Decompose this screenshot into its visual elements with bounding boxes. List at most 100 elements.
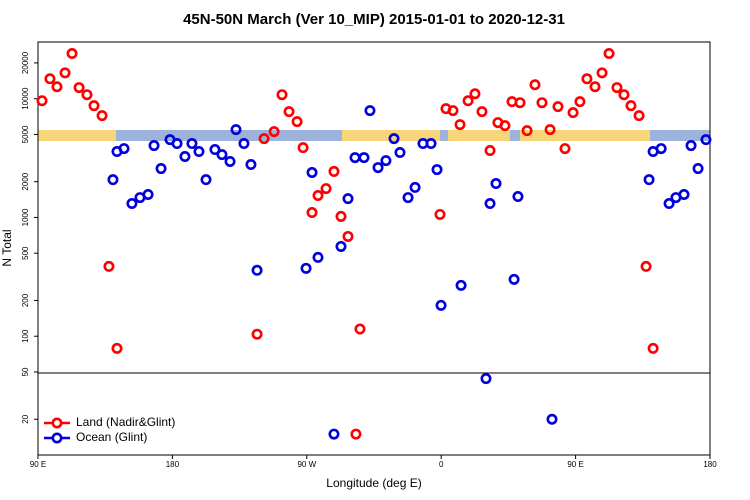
point (103, 260, 115, 272)
point (581, 73, 593, 85)
x-tick-label: 90 E (30, 460, 46, 469)
y-tick-label: 5000 (21, 125, 30, 143)
point (685, 140, 697, 152)
point (238, 138, 250, 150)
point (567, 107, 579, 119)
point (435, 299, 447, 311)
point (96, 110, 108, 122)
point (536, 97, 548, 109)
point (454, 119, 466, 131)
point (251, 264, 263, 276)
legend-marker (51, 417, 63, 429)
point (394, 147, 406, 159)
point (431, 164, 443, 176)
point (73, 82, 85, 94)
point (118, 143, 130, 155)
legend-label: Land (Nadir&Glint) (76, 415, 175, 429)
point (596, 67, 608, 79)
point (640, 260, 652, 272)
y-tick-label: 20000 (21, 51, 30, 74)
point (647, 342, 659, 354)
point (258, 133, 270, 145)
y-tick-label: 200 (21, 293, 30, 307)
point (66, 48, 78, 60)
point (358, 152, 370, 164)
point (209, 144, 221, 156)
point (611, 82, 623, 94)
point (388, 133, 400, 145)
point (342, 193, 354, 205)
point (633, 110, 645, 122)
point (508, 273, 520, 285)
point (179, 150, 191, 162)
point (335, 210, 347, 222)
point (142, 189, 154, 201)
point (193, 146, 205, 158)
point (490, 178, 502, 190)
point (552, 101, 564, 113)
land-band (38, 130, 116, 141)
point (224, 155, 236, 167)
point (476, 106, 488, 118)
y-tick-label: 10000 (21, 87, 30, 110)
point (469, 88, 481, 100)
point (484, 145, 496, 157)
y-tick-label: 50 (21, 367, 30, 376)
point (251, 328, 263, 340)
point (200, 174, 212, 186)
y-tick-label: 2000 (21, 172, 30, 190)
point (447, 105, 459, 117)
point (148, 140, 160, 152)
point (409, 181, 421, 193)
point (300, 262, 312, 274)
point (81, 89, 93, 101)
point (44, 73, 56, 85)
point (59, 67, 71, 79)
ocean-band (510, 130, 520, 141)
point (328, 165, 340, 177)
point (655, 143, 667, 155)
ocean-band (116, 130, 342, 141)
point (354, 323, 366, 335)
point (335, 240, 347, 252)
y-tick-label: 1000 (21, 208, 30, 226)
point (312, 190, 324, 202)
land-ocean-band (38, 130, 710, 141)
point (36, 95, 48, 107)
point (342, 230, 354, 242)
point (521, 125, 533, 137)
x-tick-label: 90 E (567, 460, 583, 469)
point (625, 100, 637, 112)
point (268, 126, 280, 138)
point (499, 120, 511, 132)
y-tick-label: 20 (21, 414, 30, 423)
point (514, 97, 526, 109)
point (643, 174, 655, 186)
point (297, 142, 309, 154)
point (126, 198, 138, 210)
point (546, 413, 558, 425)
point (663, 198, 675, 210)
point (349, 152, 361, 164)
point (186, 138, 198, 150)
x-tick-label: 180 (703, 460, 717, 469)
point (544, 124, 556, 136)
point (425, 138, 437, 150)
point (559, 143, 571, 155)
point (512, 191, 524, 203)
land-band (360, 130, 650, 141)
y-tick-label: 100 (21, 329, 30, 343)
point (291, 116, 303, 128)
point (328, 428, 340, 440)
point (276, 89, 288, 101)
point (216, 149, 228, 161)
point (455, 279, 467, 291)
point (380, 155, 392, 167)
point (574, 96, 586, 108)
point (155, 163, 167, 175)
chart-title: 45N-50N March (Ver 10_MIP) 2015-01-01 to… (183, 11, 565, 28)
point (312, 251, 324, 263)
x-tick-label: 90 W (297, 460, 316, 469)
point (480, 373, 492, 385)
